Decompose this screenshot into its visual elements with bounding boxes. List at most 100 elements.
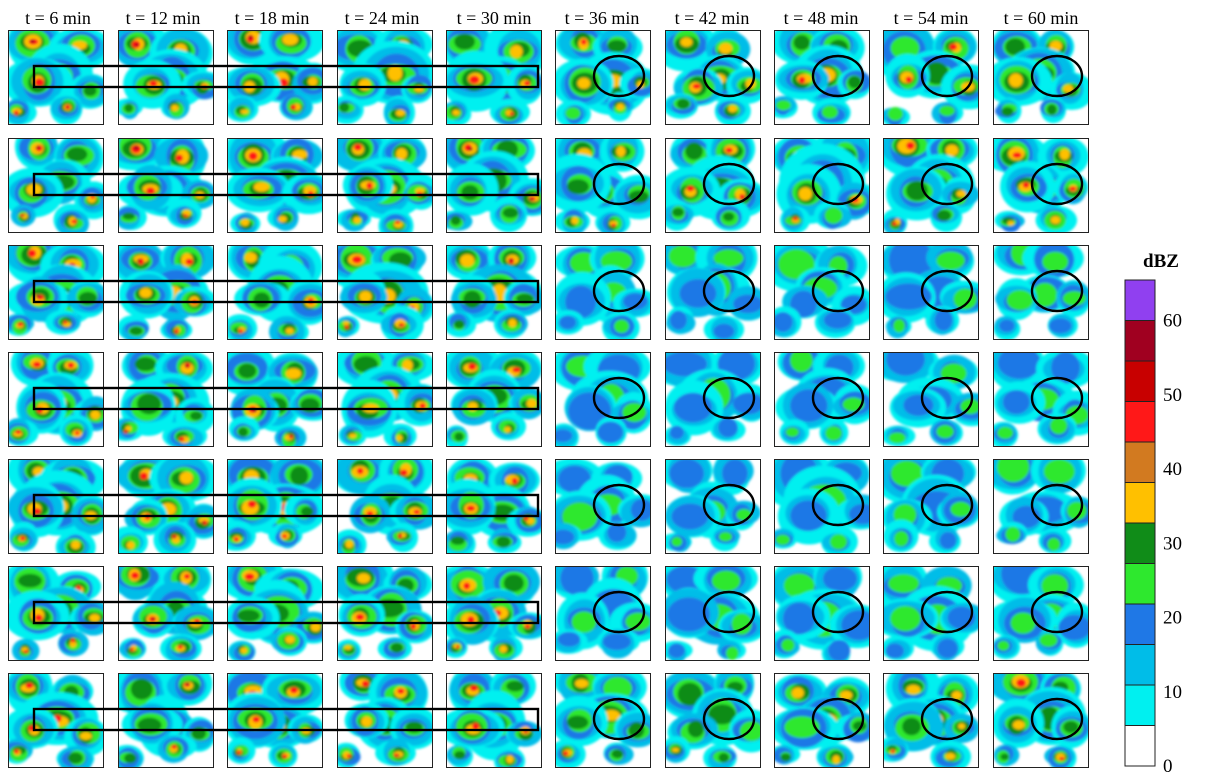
- time-labels: t = 6 min t = 12 min t = 18 min t = 24 min t…: [25, 8, 1078, 28]
- highlight-ellipse: [702, 269, 756, 313]
- radar-panel: [555, 245, 651, 340]
- radar-panel: [118, 673, 214, 768]
- radar-panel: [227, 245, 323, 340]
- highlight-rectangle: [32, 386, 540, 411]
- radar-panel: [555, 352, 651, 447]
- highlight-ellipse: [592, 697, 646, 741]
- radar-panel: [8, 352, 104, 447]
- radar-panel: [555, 459, 651, 554]
- radar-panel: [555, 673, 651, 768]
- highlight-ellipse: [702, 54, 756, 98]
- highlight-ellipse: [811, 590, 865, 634]
- radar-panel: [118, 566, 214, 661]
- highlight-ellipse: [920, 376, 974, 420]
- time-label: t = 54 min: [894, 8, 969, 28]
- radar-panel: [446, 245, 542, 340]
- highlight-ellipse: [592, 483, 646, 527]
- highlight-ellipse: [1030, 269, 1084, 313]
- radar-panel: [446, 673, 542, 768]
- highlight-ellipse: [811, 376, 865, 420]
- highlight-ellipse: [1030, 376, 1084, 420]
- radar-panel: [337, 566, 433, 661]
- radar-panel: [665, 352, 761, 447]
- radar-panel: [8, 566, 104, 661]
- radar-panel: [665, 30, 761, 125]
- radar-panel: [993, 459, 1089, 554]
- radar-panel: [665, 138, 761, 233]
- colorbar-tick-label: 40: [1163, 459, 1182, 480]
- colorbar-tick-label: 20: [1163, 608, 1182, 629]
- radar-panel: [446, 30, 542, 125]
- time-label: t = 42 min: [675, 8, 750, 28]
- radar-panel: [883, 138, 979, 233]
- highlight-ellipse: [592, 54, 646, 98]
- highlight-ellipse: [702, 697, 756, 741]
- colorbar-swatch: [1124, 725, 1156, 767]
- highlight-ellipse: [920, 590, 974, 634]
- colorbar-swatches: [1124, 279, 1156, 767]
- radar-panel: [774, 30, 870, 125]
- colorbar-swatch: [1124, 441, 1156, 483]
- colorbar-swatch: [1124, 360, 1156, 402]
- colorbar-swatch: [1124, 320, 1156, 362]
- radar-panel: [227, 459, 323, 554]
- radar-panel: [883, 352, 979, 447]
- highlight-ellipse: [811, 54, 865, 98]
- colorbar-swatch: [1124, 279, 1156, 321]
- colorbar-swatch: [1124, 684, 1156, 726]
- radar-panel: [118, 30, 214, 125]
- time-label: t = 60 min: [1004, 8, 1079, 28]
- radar-panel: [118, 138, 214, 233]
- highlight-ellipse: [811, 162, 865, 206]
- radar-panel: [993, 138, 1089, 233]
- radar-panel: [337, 352, 433, 447]
- highlight-ellipse: [920, 54, 974, 98]
- radar-panel: [993, 352, 1089, 447]
- radar-panel: [337, 459, 433, 554]
- radar-panel: [993, 30, 1089, 125]
- radar-panel: [337, 30, 433, 125]
- highlight-rectangle: [32, 172, 540, 197]
- radar-panel: [993, 245, 1089, 340]
- time-label: t = 36 min: [565, 8, 640, 28]
- radar-panel: [555, 566, 651, 661]
- colorbar-tick-labels: 0 10 20 30 40 50 60: [1163, 311, 1182, 776]
- radar-panel: [665, 459, 761, 554]
- colorbar-swatch: [1124, 644, 1156, 686]
- highlight-ellipse: [702, 376, 756, 420]
- radar-panel: [446, 566, 542, 661]
- highlight-ellipse: [1030, 54, 1084, 98]
- colorbar-title: dBZ: [1143, 251, 1179, 272]
- highlight-ellipse: [920, 162, 974, 206]
- time-label: t = 6 min: [25, 8, 91, 28]
- time-label: t = 48 min: [784, 8, 859, 28]
- radar-panel: [446, 459, 542, 554]
- radar-panel: [555, 138, 651, 233]
- radar-panel: [227, 566, 323, 661]
- colorbar-tick-label: 30: [1163, 533, 1182, 554]
- highlight-ellipse: [811, 483, 865, 527]
- highlight-ellipse: [811, 697, 865, 741]
- highlight-ellipse: [592, 162, 646, 206]
- highlight-ellipse: [1030, 590, 1084, 634]
- radar-panel: [993, 673, 1089, 768]
- panel-grid: [8, 30, 1089, 768]
- radar-panel: [8, 673, 104, 768]
- radar-panel: [337, 673, 433, 768]
- highlight-ellipse: [920, 269, 974, 313]
- highlight-ellipse: [920, 697, 974, 741]
- radar-panel: [883, 566, 979, 661]
- radar-panel: [665, 566, 761, 661]
- radar-panel: [774, 459, 870, 554]
- time-label: t = 30 min: [457, 8, 532, 28]
- radar-panel: [118, 459, 214, 554]
- highlight-ellipse: [1030, 483, 1084, 527]
- annotations: [32, 54, 1084, 741]
- radar-panel: [774, 566, 870, 661]
- highlight-ellipse: [702, 483, 756, 527]
- radar-panel: [227, 30, 323, 125]
- radar-panel: [774, 352, 870, 447]
- colorbar-swatch: [1124, 522, 1156, 564]
- radar-panel: [118, 352, 214, 447]
